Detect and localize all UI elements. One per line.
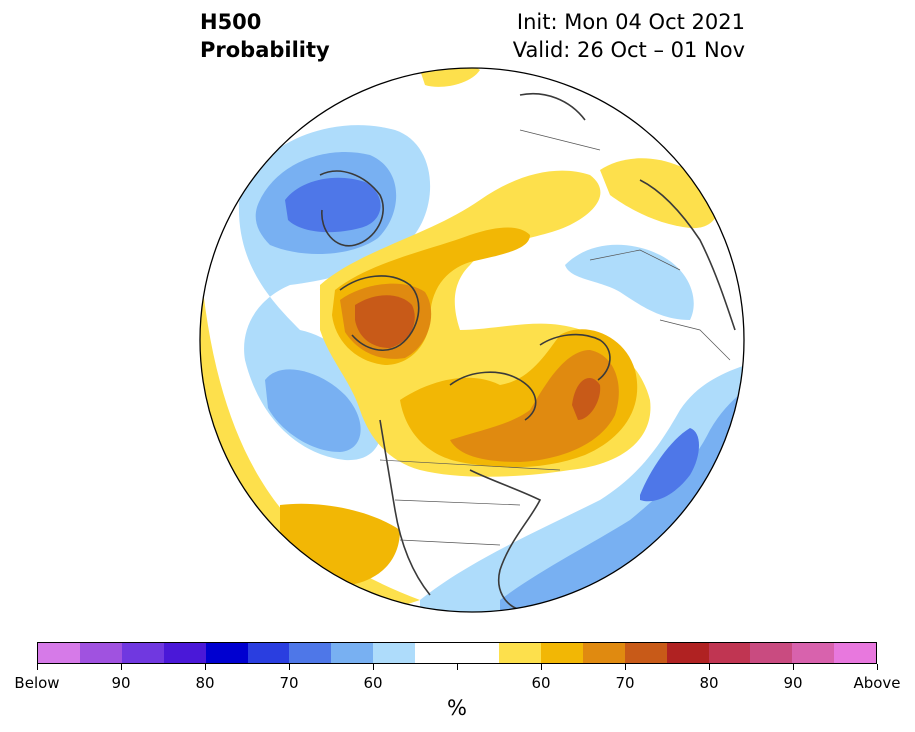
colorbar-tick-label: 60 xyxy=(531,674,551,692)
colorbar-tick xyxy=(372,664,374,670)
product-title: Probability xyxy=(200,38,330,62)
colorbar-cell xyxy=(163,643,206,663)
colorbar-tick-label: 70 xyxy=(615,674,635,692)
colorbar-tick-label: 90 xyxy=(111,674,131,692)
colorbar-cell xyxy=(792,643,835,663)
colorbar-cell xyxy=(331,643,374,663)
title-block-left: H500 Probability xyxy=(200,8,330,64)
probability-field xyxy=(200,68,744,612)
colorbar-tick xyxy=(792,664,794,670)
colorbar-cell xyxy=(38,643,80,663)
colorbar-tick xyxy=(708,664,710,670)
colorbar-tick xyxy=(624,664,626,670)
colorbar-cell xyxy=(834,643,877,663)
colorbar-cell xyxy=(457,643,499,663)
colorbar-cell xyxy=(750,643,793,663)
init-date: Init: Mon 04 Oct 2021 xyxy=(516,10,745,34)
valid-range: Valid: 26 Oct – 01 Nov xyxy=(512,38,745,62)
colorbar-tick-label: 90 xyxy=(783,674,803,692)
variable-title: H500 xyxy=(200,10,262,34)
colorbar-cell xyxy=(708,643,751,663)
colorbar-cell xyxy=(121,643,164,663)
colorbar xyxy=(37,642,877,664)
colorbar-tick-label: 80 xyxy=(699,674,719,692)
colorbar-tick xyxy=(540,664,542,670)
map-boundary xyxy=(199,67,745,613)
colorbar-tick xyxy=(204,664,206,670)
colorbar-cell xyxy=(624,643,667,663)
colorbar-cell xyxy=(415,643,458,663)
title-block-right: Init: Mon 04 Oct 2021 Valid: 26 Oct – 01… xyxy=(513,8,745,64)
colorbar-cell xyxy=(540,643,583,663)
colorbar-tick-label: 80 xyxy=(195,674,215,692)
colorbar-tick-label: 70 xyxy=(279,674,299,692)
colorbar-tick-label: 60 xyxy=(363,674,383,692)
colorbar-unit: % xyxy=(447,696,467,720)
colorbar-tick xyxy=(456,664,458,670)
colorbar-tick-label: Below xyxy=(14,674,60,692)
colorbar-tick xyxy=(120,664,122,670)
colorbar-tick xyxy=(876,664,878,670)
colorbar-tick xyxy=(288,664,290,670)
colorbar-cell xyxy=(498,643,541,663)
colorbar-cell xyxy=(666,643,709,663)
colorbar-cell xyxy=(247,643,290,663)
colorbar-tick xyxy=(36,664,38,670)
coastlines xyxy=(319,93,736,611)
colorbar-tick-label: Above xyxy=(853,674,901,692)
polar-map xyxy=(199,67,745,613)
colorbar-cell xyxy=(373,643,416,663)
political-borders xyxy=(379,129,731,546)
colorbar-cell xyxy=(582,643,625,663)
colorbar-cell xyxy=(205,643,248,663)
colorbar-cell xyxy=(289,643,332,663)
colorbar-cell xyxy=(79,643,122,663)
